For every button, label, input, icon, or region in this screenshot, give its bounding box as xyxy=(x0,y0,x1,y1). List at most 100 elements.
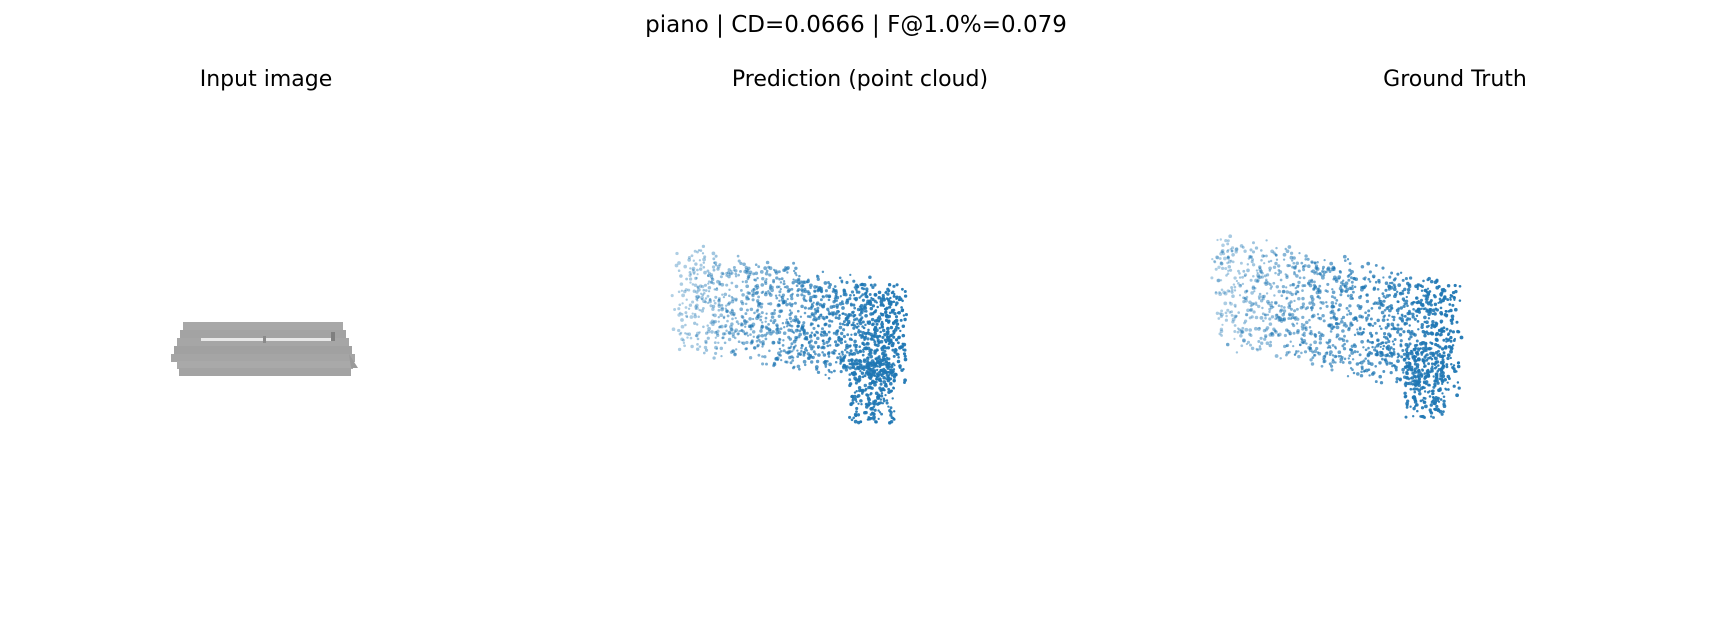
cloud-point xyxy=(1264,280,1269,284)
cloud-point xyxy=(782,299,786,303)
cloud-point xyxy=(1443,296,1447,300)
cloud-point xyxy=(1345,306,1349,310)
cloud-point xyxy=(899,318,903,322)
cloud-point xyxy=(1389,285,1394,290)
cloud-point xyxy=(877,356,881,361)
cloud-point xyxy=(1309,329,1313,333)
cloud-point xyxy=(1308,332,1311,335)
cloud-point xyxy=(1379,342,1383,346)
cloud-point xyxy=(1397,354,1401,357)
cloud-point xyxy=(810,312,815,316)
cloud-point xyxy=(720,324,724,329)
cloud-point xyxy=(1277,289,1282,294)
cloud-point xyxy=(1268,269,1271,272)
cloud-point xyxy=(1250,315,1254,319)
cloud-point xyxy=(892,373,897,378)
cloud-point xyxy=(1251,285,1256,289)
cloud-point xyxy=(1351,358,1355,361)
cloud-point xyxy=(790,296,794,301)
cloud-point xyxy=(1291,283,1295,286)
cloud-point xyxy=(872,415,876,420)
cloud-point xyxy=(1328,340,1331,344)
cloud-point xyxy=(1412,406,1416,411)
cloud-point xyxy=(1217,317,1221,320)
cloud-point xyxy=(1424,344,1428,348)
cloud-point xyxy=(1284,247,1287,251)
cloud-point xyxy=(860,310,863,313)
cloud-point xyxy=(1285,286,1288,289)
cloud-point xyxy=(693,249,697,253)
cloud-point xyxy=(1376,338,1380,342)
cloud-point xyxy=(1264,335,1268,339)
cloud-point xyxy=(868,381,873,386)
cloud-point xyxy=(704,297,708,300)
cloud-point xyxy=(1295,274,1299,278)
cloud-point xyxy=(1353,333,1357,337)
cloud-point xyxy=(711,313,715,317)
cloud-point xyxy=(1427,362,1431,366)
cloud-point xyxy=(725,304,728,307)
cloud-point xyxy=(1248,254,1252,259)
cloud-point xyxy=(1352,371,1356,375)
cloud-point xyxy=(1377,297,1381,300)
cloud-point xyxy=(1363,278,1367,281)
cloud-point xyxy=(895,297,898,300)
cloud-point xyxy=(706,269,710,273)
cloud-point xyxy=(1343,334,1346,338)
cloud-point xyxy=(1364,348,1368,352)
cloud-point xyxy=(710,319,715,323)
cloud-point xyxy=(1358,327,1362,331)
cloud-point xyxy=(863,374,867,378)
cloud-point xyxy=(1427,383,1431,387)
cloud-point xyxy=(772,311,776,316)
cloud-point xyxy=(1318,337,1323,341)
cloud-point xyxy=(696,337,700,341)
cloud-point xyxy=(1377,306,1382,310)
cloud-point xyxy=(1362,331,1365,334)
cloud-point xyxy=(1438,345,1442,349)
cloud-point xyxy=(855,326,859,329)
cloud-point xyxy=(1258,265,1262,269)
cloud-point xyxy=(729,327,734,331)
cloud-point xyxy=(848,383,852,388)
cloud-point xyxy=(774,294,778,298)
cloud-point xyxy=(857,319,862,323)
cloud-point xyxy=(1453,307,1458,312)
cloud-point xyxy=(770,315,775,319)
cloud-point xyxy=(1268,343,1273,348)
cloud-point xyxy=(1338,337,1342,341)
cloud-point xyxy=(873,299,877,303)
cloud-point xyxy=(764,316,768,320)
cloud-point xyxy=(684,311,688,315)
cloud-point xyxy=(791,359,795,362)
cloud-point xyxy=(722,316,726,320)
cloud-point xyxy=(883,349,887,353)
cloud-point xyxy=(848,321,851,325)
cloud-point xyxy=(1312,283,1316,287)
cloud-point xyxy=(1218,257,1222,260)
cloud-point xyxy=(727,337,732,342)
cloud-point xyxy=(1310,309,1313,312)
cloud-point xyxy=(879,299,884,304)
cloud-point xyxy=(798,282,801,285)
cloud-point xyxy=(1300,337,1303,340)
cloud-point xyxy=(703,270,707,275)
cloud-point xyxy=(1418,391,1422,396)
cloud-point xyxy=(1233,324,1237,327)
cloud-point xyxy=(1364,357,1367,360)
cloud-point xyxy=(688,277,693,281)
cloud-point xyxy=(816,324,820,327)
cloud-point xyxy=(893,292,896,296)
cloud-point xyxy=(1358,353,1362,357)
cloud-point xyxy=(1410,368,1414,371)
cloud-point xyxy=(1433,356,1436,359)
cloud-point xyxy=(1226,272,1230,276)
cloud-point xyxy=(776,358,780,362)
cloud-point xyxy=(1358,306,1362,311)
cloud-point xyxy=(826,359,829,363)
cloud-point xyxy=(729,325,733,329)
cloud-point xyxy=(1300,322,1304,326)
cloud-point xyxy=(712,268,716,272)
cloud-point xyxy=(1360,265,1365,269)
cloud-point xyxy=(1439,311,1443,315)
